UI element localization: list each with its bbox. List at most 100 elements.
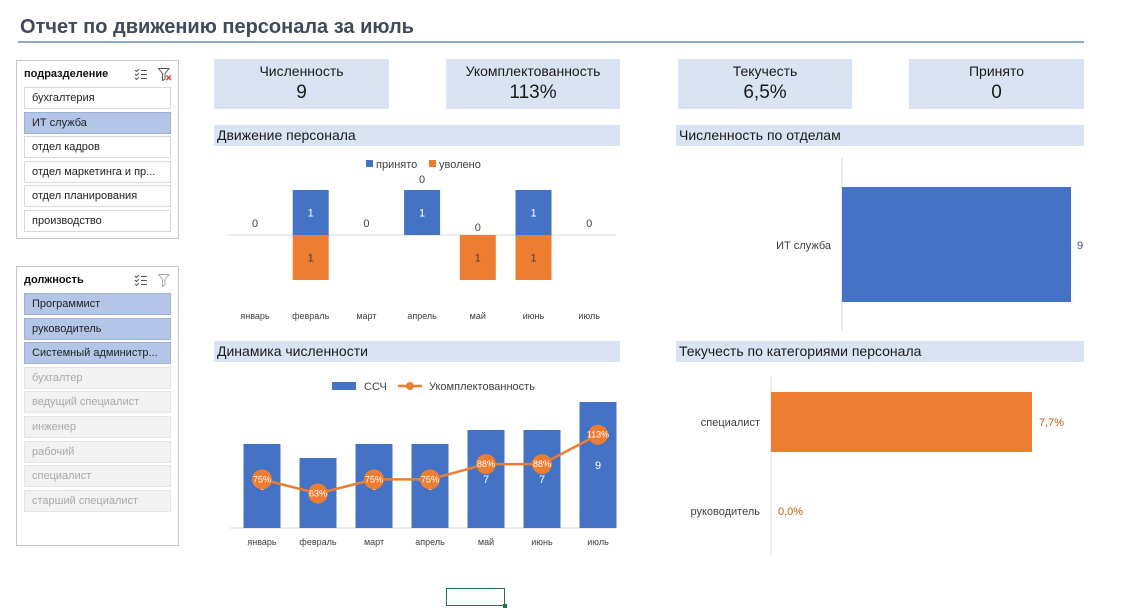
kpi-value: 9 — [214, 82, 389, 104]
data-label: 1 — [308, 253, 314, 265]
data-label: 1 — [419, 208, 425, 220]
x-tick-label: февраль — [292, 311, 329, 321]
legend-label: ССЧ — [364, 381, 387, 393]
legend-label: принято — [376, 159, 417, 171]
kpi-label: Текучесть — [678, 63, 852, 79]
kpi-staffing: Укомплектованность 113% — [446, 59, 620, 109]
title-underline — [18, 41, 1084, 43]
dynamics-chart: ССЧУкомплектованность6январь5февраль6мар… — [214, 368, 620, 553]
clear-filter-icon[interactable] — [158, 68, 172, 81]
department-slicer-header: подразделение — [17, 61, 178, 87]
slicer-item[interactable]: ведущий специалист — [24, 391, 171, 413]
bar — [842, 187, 1071, 302]
headcount-by-dept-chart: ИТ служба 9 — [676, 150, 1084, 330]
kpi-value: 0 — [909, 82, 1084, 104]
legend-swatch — [332, 382, 356, 390]
position-slicer-header: должность — [17, 267, 178, 293]
data-label: 0 — [252, 218, 258, 230]
kpi-headcount: Численность 9 — [214, 59, 389, 109]
data-label: 7,7% — [1039, 417, 1064, 429]
data-label: 9 — [1077, 240, 1083, 252]
position-slicer-title: должность — [24, 274, 84, 286]
x-tick-label: июнь — [523, 311, 545, 321]
x-tick-label: март — [356, 311, 376, 321]
data-label: 9 — [595, 460, 601, 472]
kpi-label: Укомплектованность — [446, 63, 620, 79]
section-movement-header: Движение персонала — [214, 125, 620, 146]
section-dynamics-header: Динамика численности — [214, 341, 620, 362]
line-data-label: 88% — [477, 459, 495, 469]
data-label: 1 — [475, 253, 481, 265]
legend-swatch — [366, 160, 373, 167]
slicer-item[interactable]: производство — [24, 210, 171, 232]
turnover-chart: специалист 7,7% руководитель 0,0% — [676, 368, 1084, 558]
line-data-label: 75% — [421, 474, 439, 484]
line-data-label: 75% — [253, 474, 271, 484]
legend-label: уволено — [439, 159, 481, 171]
x-tick-label: июль — [578, 311, 600, 321]
kpi-label: Численность — [214, 63, 389, 79]
position-slicer: должность Программист руководитель Системн… — [16, 266, 179, 546]
category-label: специалист — [701, 417, 760, 429]
position-slicer-list: Программист руководитель Системный админис… — [17, 293, 178, 512]
department-slicer-list: бухгалтерия ИТ служба отдел кадров отдел ма… — [17, 87, 178, 232]
slicer-item[interactable]: старший специалист — [24, 490, 171, 512]
category-label: ИТ служба — [776, 240, 832, 252]
slicer-item[interactable]: отдел кадров — [24, 136, 171, 158]
multi-select-icon[interactable] — [134, 274, 148, 286]
x-tick-label: май — [478, 537, 494, 547]
slicer-item[interactable]: рабочий — [24, 441, 171, 463]
department-slicer-title: подразделение — [24, 68, 108, 80]
line-data-label: 113% — [587, 430, 609, 440]
slicer-item[interactable]: специалист — [24, 465, 171, 487]
slicer-item[interactable]: Программист — [24, 293, 171, 315]
legend-marker — [406, 382, 414, 390]
x-tick-label: январь — [240, 311, 270, 321]
data-label: 0 — [363, 218, 369, 230]
line-data-label: 63% — [309, 488, 327, 498]
selected-cell-cursor[interactable] — [446, 588, 505, 606]
x-tick-label: март — [364, 537, 384, 547]
movement-chart: принято уволено январь февраль март апрель май… — [214, 150, 620, 330]
data-label: 1 — [530, 253, 536, 265]
x-tick-label: июнь — [531, 537, 553, 547]
clear-filter-icon[interactable] — [158, 274, 172, 287]
x-tick-label: апрель — [415, 537, 445, 547]
data-label: 7 — [483, 474, 489, 486]
data-label: 0 — [419, 174, 425, 186]
x-tick-label: апрель — [407, 311, 437, 321]
slicer-item[interactable]: Системный администр... — [24, 342, 171, 364]
kpi-value: 113% — [446, 82, 620, 104]
data-label: 0 — [586, 218, 592, 230]
slicer-item[interactable]: инженер — [24, 416, 171, 438]
slicer-item[interactable]: ИТ служба — [24, 112, 171, 134]
data-label: 0,0% — [778, 506, 803, 518]
x-tick-label: февраль — [299, 537, 336, 547]
data-label: 1 — [530, 208, 536, 220]
multi-select-icon[interactable] — [134, 68, 148, 80]
slicer-item[interactable]: бухгалтер — [24, 367, 171, 389]
line-data-label: 75% — [365, 474, 383, 484]
section-turnover-header: Текучесть по категориями персонала — [676, 341, 1084, 362]
line-data-label: 88% — [533, 459, 551, 469]
page-title: Отчет по движению персонала за июль — [20, 16, 414, 39]
department-slicer: подразделение бухгалтерия ИТ служба отдел … — [16, 60, 179, 239]
section-by-dept-header: Численность по отделам — [676, 125, 1084, 146]
kpi-hired: Принято 0 — [909, 59, 1084, 109]
legend-label: Укомплектованность — [429, 381, 535, 393]
slicer-item[interactable]: бухгалтерия — [24, 87, 171, 109]
kpi-turnover: Текучесть 6,5% — [678, 59, 852, 109]
data-label: 0 — [475, 222, 481, 234]
x-tick-label: январь — [247, 537, 277, 547]
data-label: 1 — [308, 208, 314, 220]
kpi-label: Принято — [909, 63, 1084, 79]
data-label: 7 — [539, 474, 545, 486]
bar — [771, 392, 1032, 452]
slicer-item[interactable]: отдел планирования — [24, 185, 171, 207]
slicer-item[interactable]: руководитель — [24, 318, 171, 340]
slicer-item[interactable]: отдел маркетинга и пр... — [24, 161, 171, 183]
x-tick-label: июль — [587, 537, 609, 547]
legend-swatch — [429, 160, 436, 167]
x-tick-label: май — [470, 311, 486, 321]
kpi-value: 6,5% — [678, 82, 852, 104]
